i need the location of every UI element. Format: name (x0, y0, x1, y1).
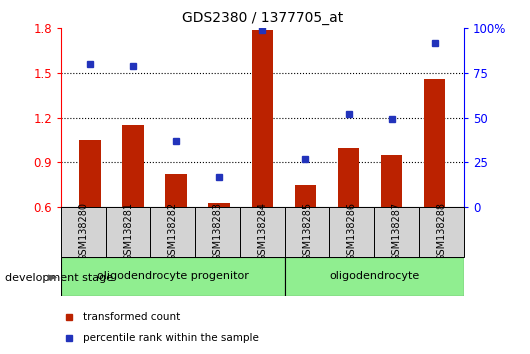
Bar (295, 185, 316, 207)
Title: GDS2380 / 1377705_at: GDS2380 / 1377705_at (182, 11, 343, 24)
Bar (61, 257, 285, 296)
Bar (80, 140, 101, 207)
Text: GSM138288: GSM138288 (436, 202, 446, 261)
Text: GSM138284: GSM138284 (258, 202, 267, 261)
Bar (208, 202, 230, 207)
Bar (424, 79, 445, 207)
Text: oligodendrocyte progenitor: oligodendrocyte progenitor (97, 271, 249, 281)
Bar (338, 148, 359, 207)
Text: GSM138281: GSM138281 (123, 202, 133, 261)
Text: GSM138287: GSM138287 (392, 202, 402, 262)
Bar (61, 207, 105, 257)
Bar (195, 207, 240, 257)
Text: oligodendrocyte: oligodendrocyte (329, 271, 419, 281)
Bar (285, 257, 464, 296)
Text: GSM138280: GSM138280 (78, 202, 89, 261)
Bar (105, 207, 151, 257)
Bar (381, 155, 402, 207)
Text: GSM138282: GSM138282 (168, 202, 178, 262)
Bar (122, 125, 144, 207)
Text: GSM138283: GSM138283 (213, 202, 223, 261)
Text: transformed count: transformed count (83, 312, 180, 322)
Text: GSM138286: GSM138286 (347, 202, 357, 261)
Bar (419, 207, 464, 257)
Text: GSM138285: GSM138285 (302, 202, 312, 262)
Text: percentile rank within the sample: percentile rank within the sample (83, 332, 259, 343)
Text: ►: ► (48, 272, 57, 284)
Bar (330, 207, 374, 257)
Bar (165, 174, 187, 207)
Bar (151, 207, 195, 257)
Bar (374, 207, 419, 257)
Bar (240, 207, 285, 257)
Bar (252, 30, 273, 207)
Text: development stage: development stage (5, 273, 113, 283)
Bar (285, 207, 330, 257)
